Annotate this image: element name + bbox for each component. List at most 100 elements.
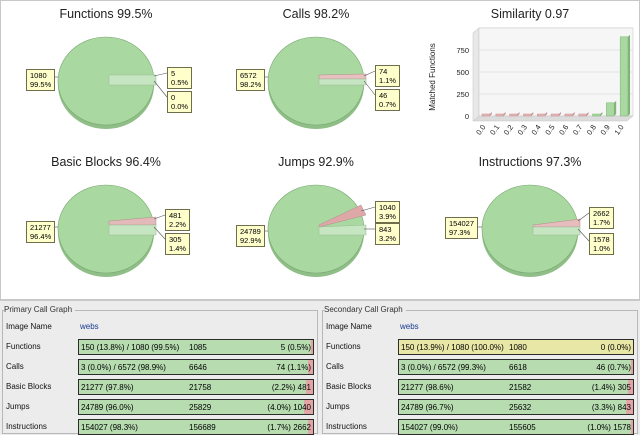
basic-blocks-chart-title: Basic Blocks 96.4% (51, 155, 161, 169)
primary-call-graph-panel: Primary Call Graph Image Name webs Funct… (2, 305, 319, 435)
similarity-y-tick: 500 (456, 68, 469, 77)
similarity-x-tick: 0.5 (543, 123, 556, 137)
primary-row-functions: Functions 150 (13.8%) / 1080 (99.5%) 1085 5… (3, 339, 319, 355)
similarity-y-axis-label: Matched Functions (428, 43, 437, 111)
calls-callout-matched: 6572 98.2% (236, 69, 266, 91)
similarity-bar-side (503, 112, 506, 116)
similarity-bar-side (572, 112, 575, 116)
stat-bar: 150 (13.8%) / 1080 (99.5%) 1085 5 (0.5%) (78, 339, 314, 355)
instructions-unmatched-2-pct: 1.0% (593, 244, 611, 253)
functions-matched-pct: 99.5% (30, 80, 52, 89)
instructions-callout-unmatched-1: 2662 1.7% (589, 207, 615, 229)
stat-t1: 24789 (96.7%) (401, 403, 454, 412)
stat-t2: 25632 (509, 403, 532, 412)
secondary-image-name-value: webs (400, 322, 419, 331)
unmatched-fill (628, 380, 633, 394)
row-label: Instructions (326, 422, 367, 431)
similarity-x-tick: 0.6 (557, 123, 570, 137)
jumps-callout-unmatched-2: 843 3.2% (375, 223, 401, 245)
instructions-callout-unmatched-2: 1578 1.0% (589, 233, 615, 255)
stat-t1: 3 (0.0%) / 6572 (98.9%) (81, 363, 166, 372)
jumps-unmatched-2-value: 843 (379, 225, 392, 234)
calls-chart-title: Calls 98.2% (282, 7, 350, 21)
functions-unmatched-2-value: 0 (171, 93, 176, 102)
basic-blocks-callout-unmatched-1: 481 2.2% (165, 209, 191, 231)
stat-t1: 150 (13.9%) / 1080 (100.0%) (401, 343, 504, 352)
secondary-call-graph-title: Secondary Call Graph (324, 305, 406, 314)
secondary-row-jumps: Jumps 24789 (96.7%) 25632 (3.3%) 843 (323, 399, 639, 415)
stat-bar: 24789 (96.0%) 25829 (4.0%) 1040 (78, 399, 314, 415)
jumps-callout-matched: 24789 92.9% (236, 225, 266, 247)
charts-area: Functions 99.5% 1080 99.5% 5 0.5% 0 0.0%… (0, 0, 640, 300)
jumps-chart: Jumps 92.9% 24789 92.9% 1040 3.9% 843 3.… (211, 149, 421, 297)
stat-t2: 1080 (509, 343, 527, 352)
stat-bar: 3 (0.0%) / 6572 (99.3%) 6618 46 (0.7%) (398, 359, 634, 375)
instructions-callout-matched: 154027 97.3% (445, 217, 479, 239)
call-graph-section: Primary Call Graph Image Name webs Funct… (0, 300, 640, 435)
row-label: Calls (326, 362, 344, 371)
calls-callout-unmatched-1: 74 1.1% (375, 65, 401, 87)
similarity-x-tick: 0.0 (474, 123, 487, 137)
primary-call-graph-box: Image Name webs Functions 150 (13.8%) / 1… (2, 310, 319, 435)
instructions-unmatched-1-pct: 1.7% (593, 218, 611, 227)
stat-bar: 21277 (97.8%) 21758 (2.2%) 481 (78, 379, 314, 395)
similarity-x-tick: 0.7 (571, 123, 584, 137)
basic-blocks-pie (53, 184, 166, 277)
stat-t2: 156689 (189, 423, 216, 432)
primary-row-calls: Calls 3 (0.0%) / 6572 (98.9%) 6646 74 (1.1%… (3, 359, 319, 375)
instructions-matched-pct: 97.3% (449, 228, 471, 237)
unmatched-fill (308, 360, 313, 374)
similarity-bar (578, 113, 587, 117)
unmatched-fill (630, 360, 633, 374)
primary-row-basic-blocks: Basic Blocks 21277 (97.8%) 21758 (2.2%) 481 (3, 379, 319, 395)
similarity-bar (481, 113, 491, 117)
stat-t1: 24789 (96.0%) (81, 403, 134, 412)
jumps-unmatched-1-value: 1040 (379, 203, 396, 212)
stat-t1: 3 (0.0%) / 6572 (99.3%) (401, 363, 486, 372)
unmatched-fill (305, 380, 313, 394)
stat-t2: 6618 (509, 363, 527, 372)
jumps-matched-value: 24789 (240, 227, 261, 236)
similarity-bar-side (586, 112, 589, 116)
stat-bar: 21277 (98.6%) 21582 (1.4%) 305 (398, 379, 634, 395)
instructions-pie (475, 184, 590, 277)
unmatched-fill (310, 340, 313, 354)
jumps-unmatched-2-pct: 3.2% (379, 234, 397, 243)
stat-bar: 3 (0.0%) / 6572 (98.9%) 6646 74 (1.1%) (78, 359, 314, 375)
primary-image-name-value: webs (80, 322, 99, 331)
stat-t2: 6646 (189, 363, 207, 372)
unmatched-fill (308, 420, 313, 434)
similarity-bar (564, 113, 573, 117)
similarity-bar-side (489, 112, 492, 116)
similarity-bar-side (517, 112, 520, 116)
stat-bar: 24789 (96.7%) 25632 (3.3%) 843 (398, 399, 634, 415)
similarity-bar-side (531, 112, 534, 116)
row-label: Calls (6, 362, 24, 371)
similarity-bar (606, 102, 615, 117)
stat-t2: 155605 (509, 423, 536, 432)
calls-unmatched-1-pct: 1.1% (379, 76, 397, 85)
jumps-unmatched-1-pct: 3.9% (379, 212, 397, 221)
stat-t3: 5 (0.5%) (280, 343, 311, 352)
similarity-x-tick: 0.3 (516, 123, 529, 137)
functions-unmatched-1-pct: 0.5% (171, 78, 189, 87)
stat-t2: 21582 (509, 383, 532, 392)
calls-unmatched-1-value: 74 (379, 67, 388, 76)
basic-blocks-unmatched-2-value: 305 (169, 235, 182, 244)
functions-callout-matched: 1080 99.5% (26, 69, 56, 91)
calls-chart: Calls 98.2% 6572 98.2% 74 1.1% 46 0.7% (211, 1, 421, 149)
functions-pie (43, 36, 168, 129)
calls-matched-pct: 98.2% (240, 80, 262, 89)
jumps-pie (263, 184, 376, 277)
similarity-bar-side (545, 112, 548, 116)
primary-row-jumps: Jumps 24789 (96.0%) 25829 (4.0%) 1040 (3, 399, 319, 415)
similarity-chart-title: Similarity 0.97 (490, 7, 570, 21)
stat-t3: (4.0%) 1040 (267, 403, 311, 412)
primary-image-name-row: Image Name webs (3, 319, 319, 335)
stat-t3: (1.0%) 1578 (587, 423, 631, 432)
secondary-image-name-label: Image Name (326, 322, 372, 331)
secondary-row-functions: Functions 150 (13.9%) / 1080 (100.0%) 1080… (323, 339, 639, 355)
similarity-bar (509, 113, 518, 117)
primary-row-instructions: Instructions 154027 (98.3%) 156689 (1.7%) 2… (3, 419, 319, 435)
unmatched-fill (630, 420, 633, 434)
